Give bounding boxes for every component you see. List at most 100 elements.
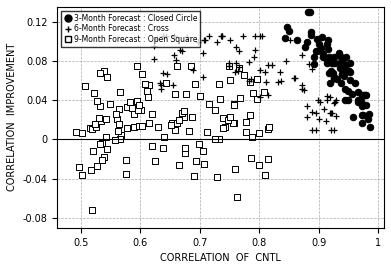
Point [146, 121, 152, 125]
Point [363, 93, 369, 97]
Point [266, 124, 272, 129]
Point [354, 100, 361, 104]
Point [172, 92, 178, 96]
Point [328, 69, 334, 73]
Point [298, 87, 305, 91]
Point [246, 79, 252, 83]
Point [131, 112, 137, 116]
Point [94, 99, 100, 103]
Point [100, 154, 107, 159]
Point [340, 57, 346, 61]
Point [329, 61, 335, 65]
Point [192, 82, 198, 86]
Point [176, 118, 182, 123]
Point [104, 75, 110, 79]
Point [170, 82, 176, 87]
Point [294, 38, 301, 42]
Point [367, 124, 373, 129]
Point [331, 76, 337, 80]
Point [233, 45, 239, 49]
Point [359, 113, 365, 117]
Point [216, 82, 222, 86]
Point [181, 114, 187, 119]
Point [350, 115, 356, 120]
Point [248, 156, 254, 160]
Point [178, 111, 185, 115]
Point [341, 73, 347, 78]
Point [227, 38, 233, 42]
Point [91, 122, 98, 126]
Point [319, 52, 326, 56]
Point [331, 101, 337, 106]
Point [326, 95, 333, 99]
Point [160, 34, 166, 39]
Point [334, 77, 340, 81]
Point [214, 40, 221, 45]
Point [86, 126, 93, 130]
Point [234, 195, 240, 199]
Point [241, 73, 247, 77]
Point [256, 163, 262, 167]
Point [362, 93, 368, 97]
Point [227, 115, 233, 120]
Point [152, 159, 158, 163]
Legend: 3-Month Forecast : Closed Circle, 6-Month Forecast : Cross, 9-Month Forecast : O: 3-Month Forecast : Closed Circle, 6-Mont… [61, 11, 201, 47]
Point [265, 63, 271, 67]
Point [102, 116, 109, 121]
Point [307, 10, 313, 14]
Point [360, 113, 366, 117]
Point [195, 40, 201, 45]
Point [169, 120, 175, 125]
Point [97, 71, 103, 75]
Point [304, 104, 310, 108]
Point [98, 119, 104, 123]
Point [249, 91, 256, 95]
Point [226, 60, 232, 65]
Point [326, 71, 332, 75]
Point [237, 95, 243, 100]
Point [324, 42, 330, 47]
Point [345, 89, 351, 93]
Point [337, 61, 343, 66]
Point [346, 69, 353, 74]
Point [325, 38, 331, 42]
Point [189, 114, 196, 119]
Point [359, 92, 365, 97]
Point [158, 83, 164, 87]
Point [319, 55, 326, 59]
Point [359, 121, 366, 125]
Point [231, 102, 237, 106]
Point [163, 72, 170, 76]
Point [113, 112, 119, 116]
Point [352, 81, 359, 85]
Point [254, 76, 260, 81]
Point [305, 10, 311, 14]
Point [343, 55, 350, 59]
Point [262, 173, 268, 177]
Point [333, 113, 339, 118]
Point [199, 75, 206, 79]
Point [115, 129, 121, 133]
Point [123, 171, 129, 176]
Point [262, 70, 268, 75]
Point [190, 68, 197, 72]
Point [167, 122, 174, 127]
Point [309, 67, 316, 71]
Point [318, 46, 324, 50]
Point [313, 127, 319, 132]
X-axis label: CORRELATION  OF  CNTL: CORRELATION OF CNTL [160, 253, 281, 263]
Point [278, 79, 284, 83]
Point [171, 34, 177, 39]
Point [316, 117, 322, 121]
Point [236, 66, 242, 70]
Point [340, 70, 346, 75]
Point [226, 64, 233, 68]
Point [219, 34, 225, 39]
Point [291, 76, 297, 80]
Point [202, 38, 208, 42]
Point [154, 37, 160, 42]
Point [333, 98, 339, 103]
Point [151, 44, 158, 48]
Point [331, 127, 337, 132]
Point [79, 131, 85, 136]
